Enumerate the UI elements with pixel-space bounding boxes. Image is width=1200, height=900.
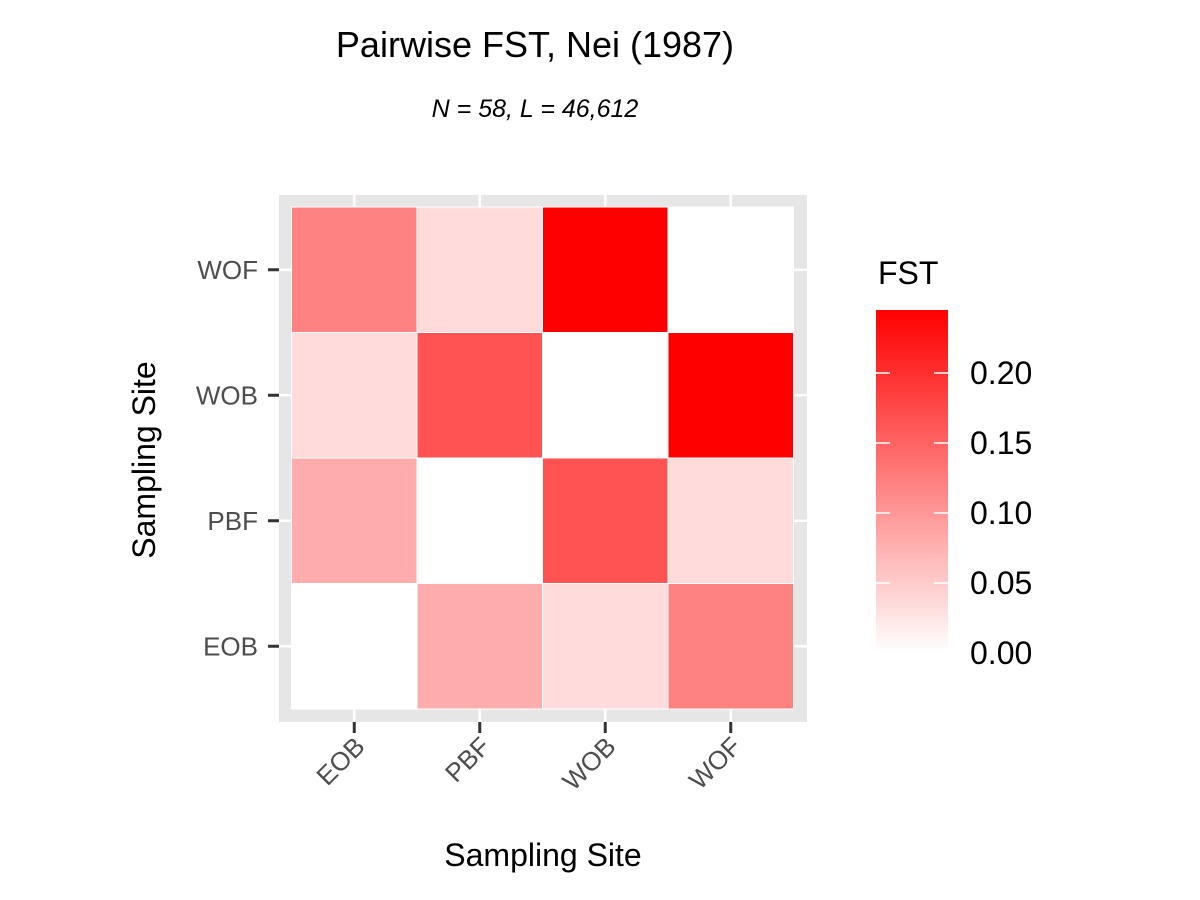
cell-eob-pbf (291, 457, 418, 584)
cell-wob-wof (542, 206, 669, 333)
chart-subtitle: N = 58, L = 46,612 (432, 95, 639, 123)
y-tick-label-pbf: PBF (207, 506, 258, 536)
cell-wof-eob (667, 583, 794, 710)
x-tick-label-wob: WOB (556, 731, 621, 796)
cell-pbf-wob (416, 332, 543, 459)
cell-eob-wof (291, 206, 418, 333)
legend-colorbar (876, 310, 948, 653)
cell-pbf-wof (416, 206, 543, 333)
legend-label-4: 0.20 (970, 355, 1032, 391)
legend-title: FST (878, 255, 938, 291)
cell-wof-wob (667, 332, 794, 459)
legend-label-0: 0.00 (970, 635, 1032, 671)
x-axis-title: Sampling Site (444, 837, 641, 873)
legend-label-1: 0.05 (970, 565, 1032, 601)
legend-label-2: 0.10 (970, 495, 1032, 531)
cell-wob-eob (542, 583, 669, 710)
cell-wof-wof (667, 206, 794, 333)
legend-label-3: 0.15 (970, 425, 1032, 461)
chart-title: Pairwise FST, Nei (1987) (336, 24, 734, 65)
cell-pbf-pbf (416, 457, 543, 584)
x-tick-label-eob: EOB (310, 731, 370, 791)
y-tick-label-eob: EOB (203, 631, 258, 661)
y-axis-title: Sampling Site (126, 361, 162, 558)
heatmap-cells (291, 206, 794, 710)
cell-eob-eob (291, 583, 418, 710)
cell-pbf-eob (416, 583, 543, 710)
x-tick-label-wof: WOF (683, 731, 747, 795)
y-tick-label-wob: WOB (196, 380, 258, 410)
cell-wob-wob (542, 332, 669, 459)
cell-wof-pbf (667, 457, 794, 584)
legend-scale: 0.00 0.05 0.10 0.15 0.20 (876, 355, 1032, 671)
y-tick-label-wof: WOF (197, 255, 258, 285)
cell-eob-wob (291, 332, 418, 459)
cell-wob-pbf (542, 457, 669, 584)
x-tick-label-pbf: PBF (439, 731, 496, 788)
